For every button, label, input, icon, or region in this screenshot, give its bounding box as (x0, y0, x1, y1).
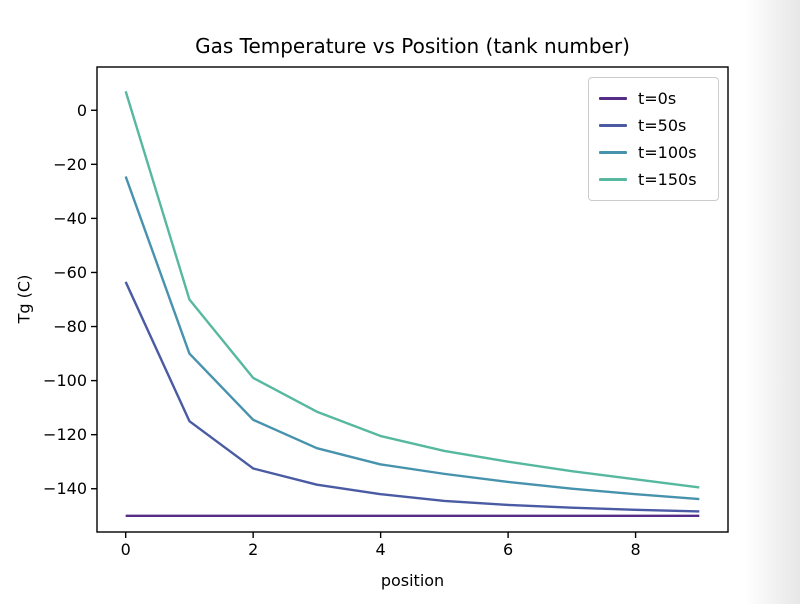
legend-line-swatch (599, 178, 627, 181)
legend-item-label: t=100s (638, 143, 697, 162)
y-tick-label: 0 (77, 101, 87, 120)
legend-item-label: t=0s (638, 89, 677, 108)
series-line-t100s (124, 176, 700, 501)
axes-spines (96, 66, 729, 533)
y-tick-label: −120 (43, 425, 87, 444)
legend: t=0s t=50s t=100s t=150s (588, 77, 719, 201)
y-tick-label: −20 (53, 155, 87, 174)
y-tick-label: −140 (43, 479, 87, 498)
legend-item-label: t=50s (638, 116, 687, 135)
y-axis-label: Tg (C) (14, 274, 34, 324)
x-tick-label: 8 (630, 540, 640, 559)
y-tick-label: −100 (43, 371, 87, 390)
x-tick-label: 0 (121, 540, 131, 559)
legend-item: t=50s (599, 112, 708, 139)
legend-line-swatch (599, 124, 627, 127)
x-tick-label: 4 (376, 540, 386, 559)
legend-item: t=150s (599, 166, 708, 193)
y-tick-label: −80 (53, 317, 87, 336)
x-tick-label: 6 (503, 540, 513, 559)
y-tick-label: −60 (53, 263, 87, 282)
x-axis-label: position (380, 571, 445, 590)
legend-item-label: t=150s (638, 170, 697, 189)
series-line-t50s (124, 281, 700, 513)
legend-line-swatch (599, 151, 627, 154)
legend-item: t=100s (599, 139, 708, 166)
legend-item: t=0s (599, 85, 708, 112)
series-line-t150s (124, 90, 700, 489)
x-tick-label: 2 (248, 540, 258, 559)
y-tick-label: −40 (53, 209, 87, 228)
chart-title: Gas Temperature vs Position (tank number… (195, 34, 630, 58)
legend-line-swatch (599, 97, 627, 100)
